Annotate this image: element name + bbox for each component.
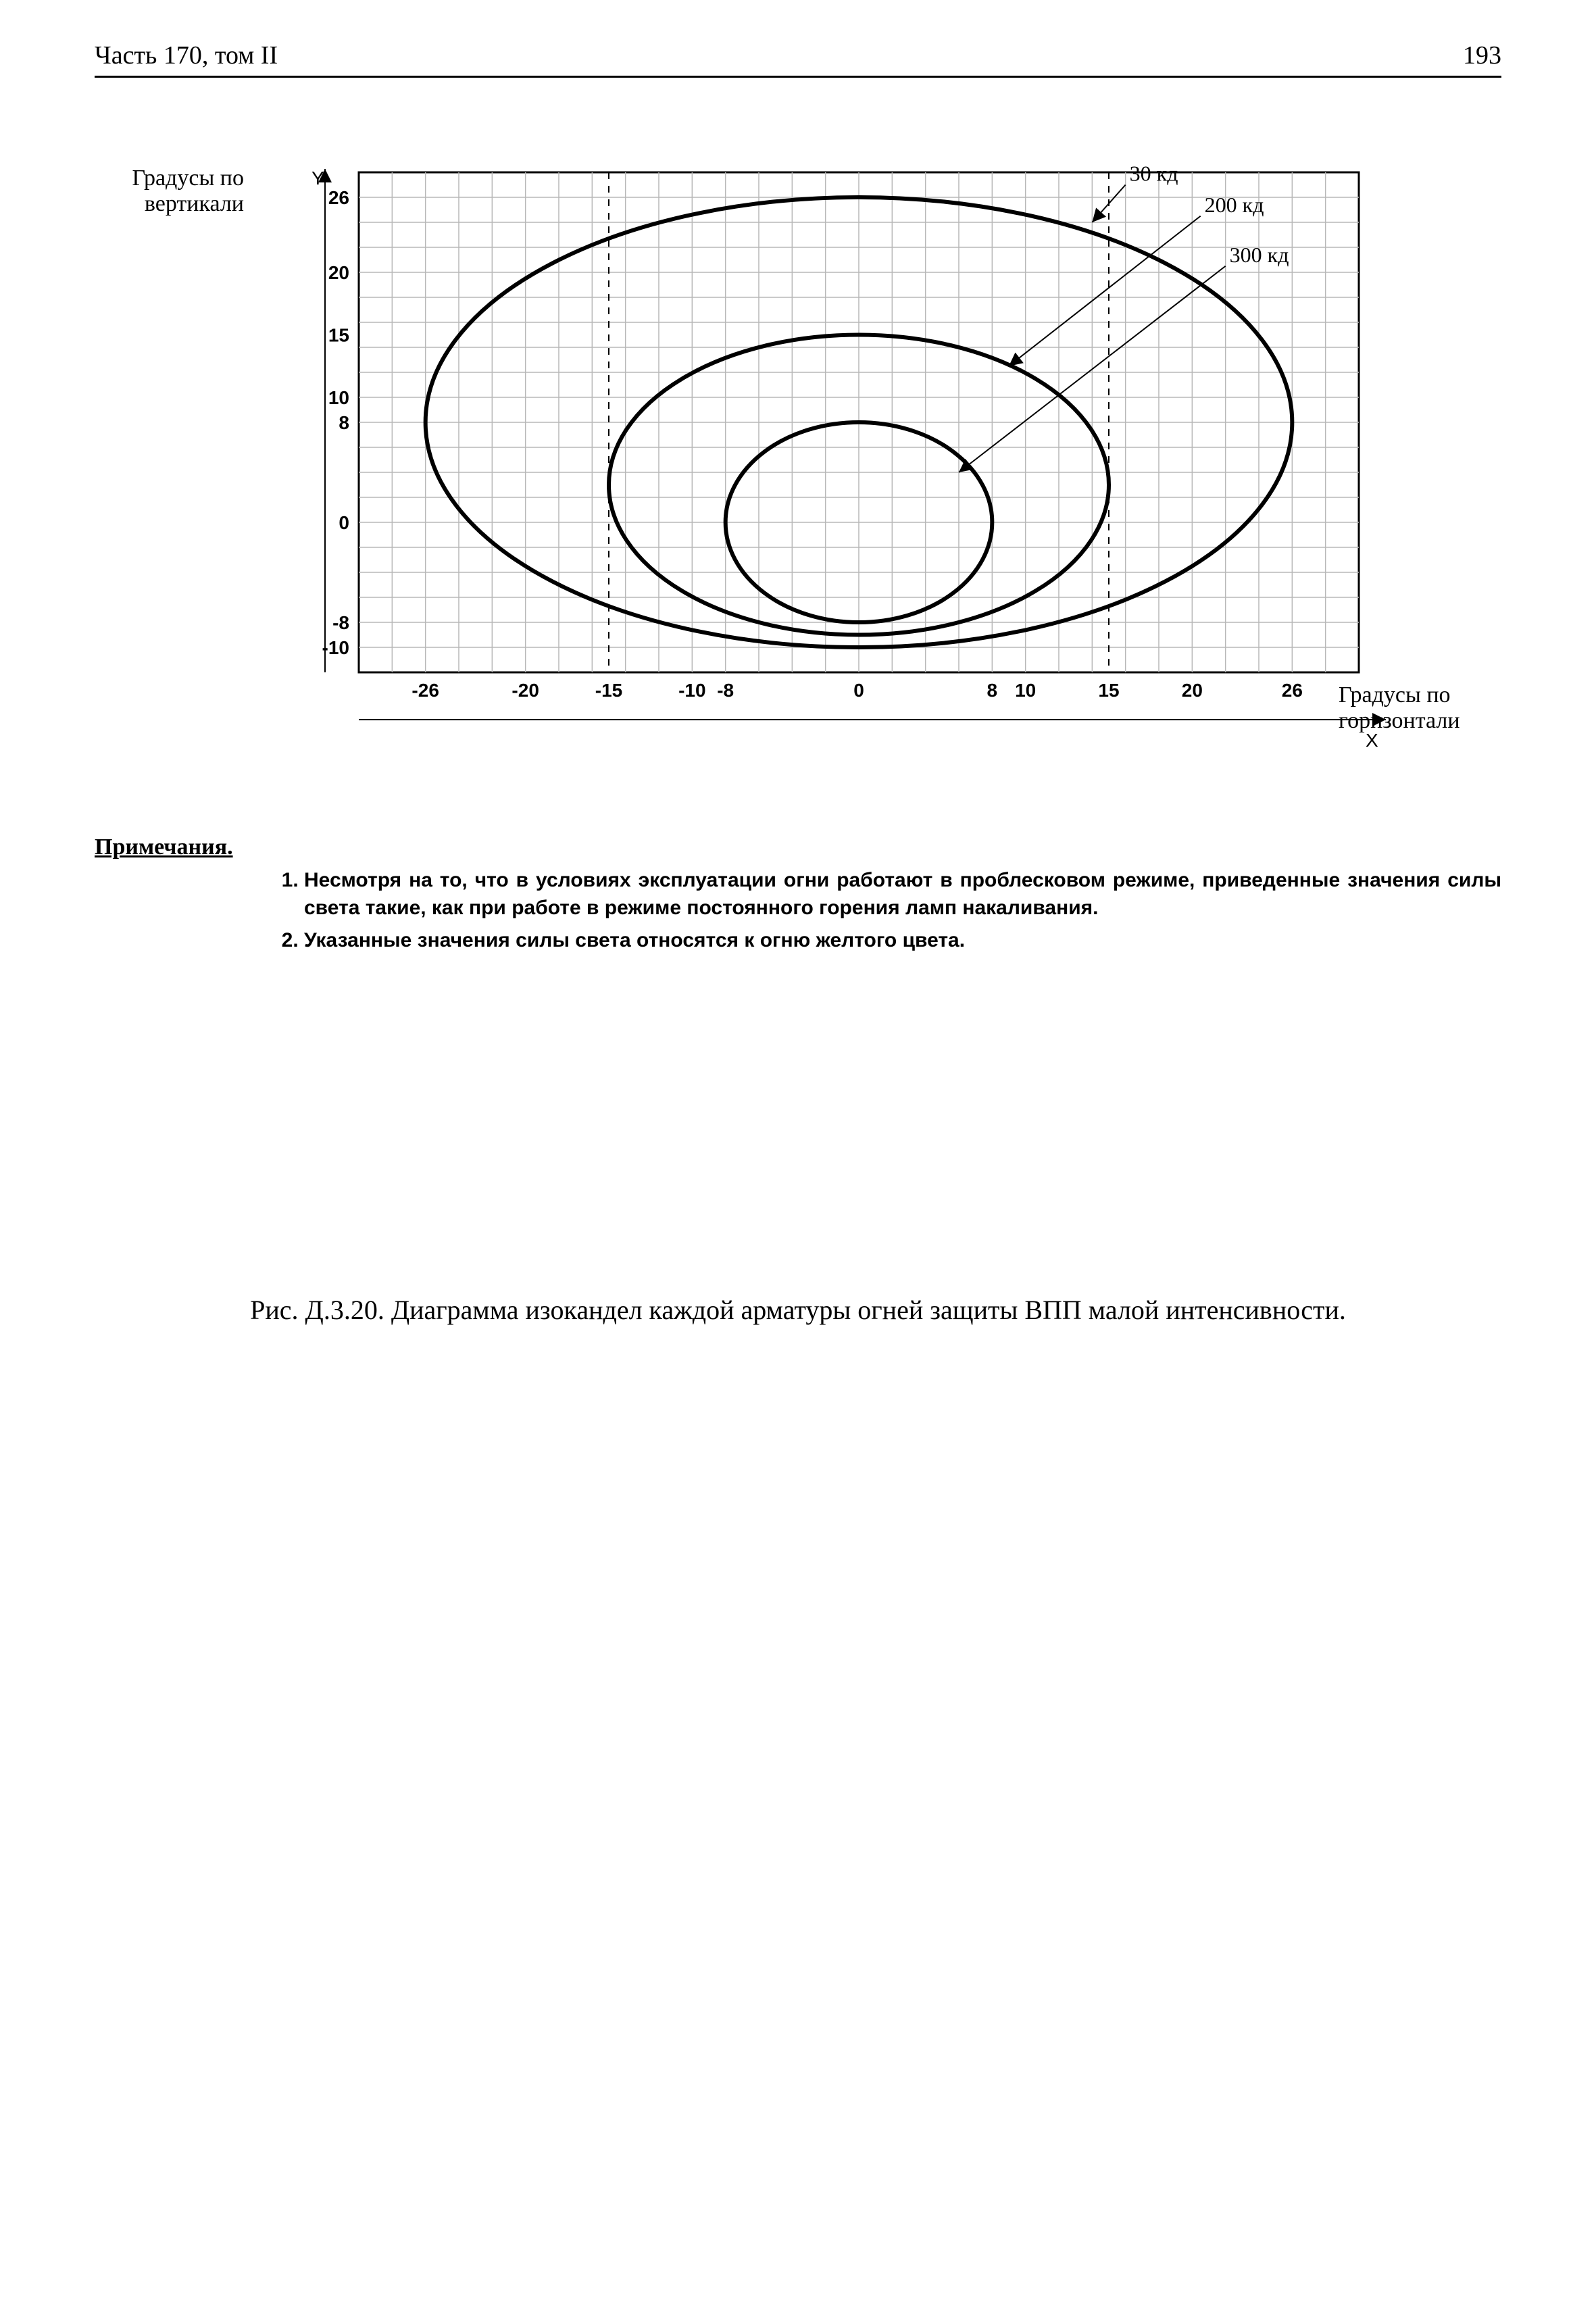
y-axis-label: Градусы по вертикали <box>109 166 244 217</box>
chart-svg: 30 кд 200 кд 300 кд -26 -20 -15 -10 -8 0 8 10 15 20 2… <box>298 159 1474 767</box>
header-left: Часть 170, том II <box>95 41 278 70</box>
svg-text:26: 26 <box>328 187 349 208</box>
svg-text:8: 8 <box>339 412 349 433</box>
svg-text:-20: -20 <box>512 680 539 701</box>
isocandela-chart: Градусы по вертикали 30 кд200 кд300 кд-2… <box>122 159 1474 767</box>
svg-text:300 кд: 300 кд <box>1230 243 1289 267</box>
svg-text:200 кд: 200 кд <box>1205 193 1264 217</box>
figure-caption: Рис. Д.3.20. Диаграмма изокандел каждой … <box>54 1293 1542 1328</box>
note-item: Несмотря на то, что в условиях эксплуата… <box>304 867 1501 922</box>
svg-text:0: 0 <box>339 512 349 533</box>
svg-text:-10: -10 <box>678 680 705 701</box>
svg-text:Y: Y <box>311 168 324 189</box>
svg-text:8: 8 <box>987 680 998 701</box>
page-header: Часть 170, том II 193 <box>95 41 1501 78</box>
notes-title: Примечания. <box>95 835 1501 860</box>
svg-text:-26: -26 <box>412 680 439 701</box>
svg-text:20: 20 <box>328 262 349 283</box>
svg-text:15: 15 <box>1098 680 1119 701</box>
note-item: Указанные значения силы света относятся … <box>304 927 1501 955</box>
svg-text:15: 15 <box>328 325 349 346</box>
svg-text:26: 26 <box>1282 680 1303 701</box>
svg-text:30 кд: 30 кд <box>1130 161 1178 186</box>
svg-text:-15: -15 <box>595 680 622 701</box>
x-axis-label: Градусы по горизонтали <box>1339 682 1514 734</box>
svg-text:-8: -8 <box>717 680 734 701</box>
svg-text:20: 20 <box>1182 680 1203 701</box>
svg-text:10: 10 <box>328 387 349 408</box>
svg-text:10: 10 <box>1015 680 1036 701</box>
notes-list: Несмотря на то, что в условиях эксплуата… <box>277 867 1501 955</box>
svg-text:-8: -8 <box>332 612 349 633</box>
svg-text:0: 0 <box>853 680 864 701</box>
svg-text:-10: -10 <box>322 637 349 658</box>
header-page-number: 193 <box>1463 41 1501 70</box>
notes-section: Примечания. Несмотря на то, что в услови… <box>95 835 1501 955</box>
